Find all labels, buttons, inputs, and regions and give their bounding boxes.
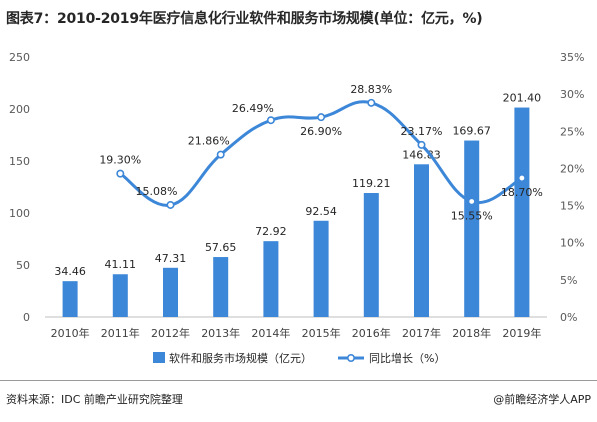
y-left-tick-label: 150 xyxy=(9,155,30,168)
y-right-tick-label: 0% xyxy=(560,311,577,324)
x-tick-label: 2012年 xyxy=(151,326,190,340)
bar-value-label: 169.67 xyxy=(452,125,491,138)
growth-value-label: 21.86% xyxy=(188,135,230,148)
x-tick-label: 2015年 xyxy=(302,326,341,340)
y-left-tick-label: 0 xyxy=(23,311,30,324)
growth-value-label: 15.08% xyxy=(136,185,178,198)
bar xyxy=(414,164,429,317)
chart-title: 图表7：2010-2019年医疗信息化行业软件和服务市场规模(单位：亿元，%) xyxy=(6,11,483,27)
x-tick-label: 2014年 xyxy=(251,326,290,340)
x-tick-label: 2017年 xyxy=(402,326,441,340)
y-right-tick-label: 5% xyxy=(560,274,577,287)
y-right-tick-label: 10% xyxy=(560,237,584,250)
bar-value-label: 34.46 xyxy=(54,265,86,278)
y-left-tick-label: 250 xyxy=(9,51,30,64)
bar xyxy=(62,281,78,317)
bar-value-label: 47.31 xyxy=(155,252,187,265)
x-tick-label: 2013年 xyxy=(201,326,240,340)
bar-value-label: 92.54 xyxy=(305,205,337,218)
bar xyxy=(514,107,530,317)
footer-divider xyxy=(0,380,597,381)
legend-line-label: 同比增长（%） xyxy=(369,351,445,365)
growth-marker xyxy=(417,140,426,149)
bar xyxy=(213,257,229,317)
growth-value-label: 26.49% xyxy=(232,102,274,115)
bar-value-label: 201.40 xyxy=(503,92,542,105)
growth-marker xyxy=(216,150,225,159)
bar-value-label: 57.65 xyxy=(205,241,237,254)
bar xyxy=(363,193,379,317)
y-left-tick-label: 200 xyxy=(9,103,30,116)
y-left-tick-label: 100 xyxy=(9,207,30,220)
bar xyxy=(112,274,128,317)
x-tick-label: 2018年 xyxy=(452,326,491,340)
growth-marker xyxy=(166,200,175,209)
growth-value-label: 23.17% xyxy=(401,125,443,138)
growth-value-label: 26.90% xyxy=(300,125,342,138)
bar-value-label: 119.21 xyxy=(352,177,391,190)
y-right-tick-label: 35% xyxy=(560,51,584,64)
y-right-tick-label: 25% xyxy=(560,125,584,138)
bar xyxy=(464,140,480,317)
growth-marker xyxy=(116,169,125,178)
x-tick-label: 2016年 xyxy=(352,326,391,340)
growth-marker xyxy=(317,113,326,122)
y-right-tick-label: 15% xyxy=(560,200,584,213)
growth-marker xyxy=(266,116,275,125)
growth-value-label: 18.70% xyxy=(501,186,543,199)
source-note: 资料来源：IDC 前瞻产业研究院整理 xyxy=(6,393,183,406)
bar-value-label: 41.11 xyxy=(105,258,137,271)
growth-value-label: 19.30% xyxy=(99,154,141,167)
bar xyxy=(163,267,178,317)
brand-credit: @前瞻经济学人APP xyxy=(493,393,591,406)
legend-bar-swatch xyxy=(153,352,165,363)
bar-value-label: 72.92 xyxy=(255,225,287,238)
y-left-tick-label: 50 xyxy=(16,259,30,272)
bar xyxy=(263,241,279,317)
legend-line-marker xyxy=(346,353,355,362)
growth-value-label: 15.55% xyxy=(451,209,493,222)
x-tick-label: 2010年 xyxy=(51,326,90,340)
y-right-tick-label: 30% xyxy=(560,88,584,101)
x-tick-label: 2019年 xyxy=(502,326,541,340)
growth-value-label: 28.83% xyxy=(350,83,392,96)
y-right-tick-label: 20% xyxy=(560,162,584,175)
x-tick-label: 2011年 xyxy=(101,326,140,340)
growth-marker xyxy=(517,174,526,183)
growth-marker xyxy=(367,98,376,107)
bar xyxy=(313,220,329,317)
legend-bar-label: 软件和服务市场规模（亿元） xyxy=(169,351,312,365)
growth-marker xyxy=(467,197,476,206)
